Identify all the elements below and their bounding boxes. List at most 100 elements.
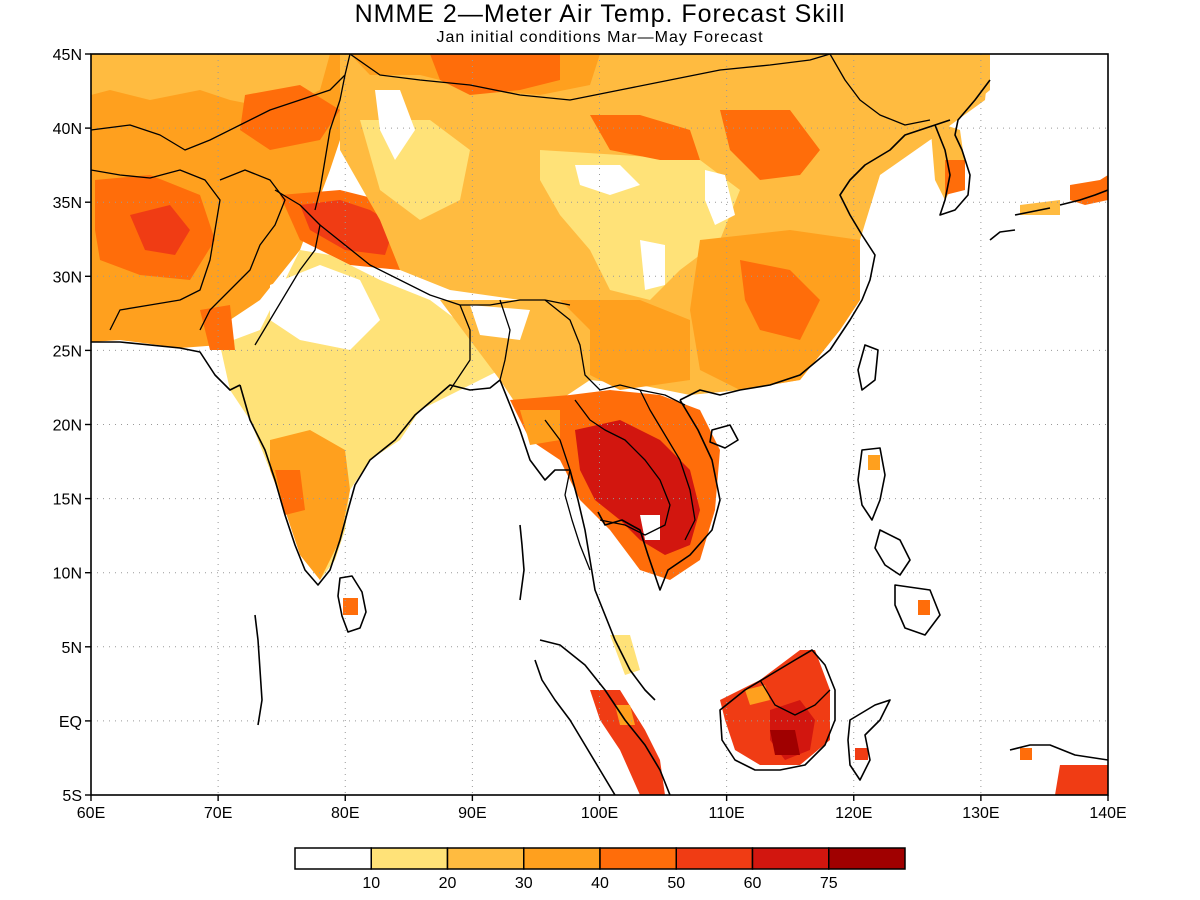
coastline-china	[679, 119, 951, 401]
region-india-white	[270, 265, 380, 350]
colorbar-label: 20	[439, 875, 457, 892]
lat-tick-label: 45N	[53, 47, 82, 64]
border-thai-laos	[574, 399, 671, 536]
region-manchuria	[820, 54, 990, 140]
coastline-maldives	[254, 614, 263, 726]
coastline-newguinea	[1009, 744, 1108, 761]
lat-tick-label: 15N	[53, 492, 82, 509]
coastline-sulawesi	[847, 699, 891, 781]
region-srilanka-hot	[343, 598, 358, 615]
region-sumatra	[590, 690, 665, 795]
lon-tick-label: 130E	[962, 805, 999, 822]
border-burma-thai	[544, 419, 591, 571]
coastline-sumatra	[534, 639, 671, 795]
colorbar-swatch	[523, 847, 601, 870]
colorbar-swatch	[294, 847, 372, 870]
latitude-ticks: 45N 40N 35N 30N 25N 20N 15N 10N 5N EQ 5S	[53, 47, 91, 805]
region-india-south	[270, 430, 350, 580]
coastline-andaman	[519, 524, 525, 601]
lon-tick-label: 120E	[835, 805, 872, 822]
colorbar-swatch	[751, 847, 830, 870]
region-gujarat-hot	[200, 305, 235, 350]
region-newguinea	[1055, 765, 1108, 795]
coastline-arabia-pakistan	[91, 341, 241, 391]
coastlines	[91, 79, 1108, 795]
colorbar-label: 40	[591, 875, 609, 892]
coastline-taiwan	[857, 344, 879, 391]
region-korea-hot	[945, 160, 965, 195]
region-newguinea-light	[1020, 748, 1032, 760]
lat-tick-label: 5S	[62, 788, 82, 805]
border-pak-india	[254, 189, 321, 346]
border-china-ne	[829, 54, 931, 126]
lon-tick-label: 140E	[1089, 805, 1126, 822]
border-burma-china	[544, 299, 686, 406]
region-white-1	[375, 90, 415, 160]
lat-tick-label: 40N	[53, 121, 82, 138]
lon-tick-label: 80E	[331, 805, 359, 822]
lat-tick-label: 30N	[53, 269, 82, 286]
border-himalaya	[319, 224, 571, 306]
coastline-japan	[989, 189, 1108, 241]
lat-tick-label: 35N	[53, 195, 82, 212]
border-vietnam-laos	[639, 389, 696, 541]
lat-tick-label: 25N	[53, 343, 82, 360]
region-china-east-hot	[740, 260, 820, 340]
border-afghan-pak	[199, 169, 286, 331]
region-china-north-hot	[590, 115, 700, 160]
region-china-sw	[560, 300, 690, 390]
border-iran-afghan	[91, 169, 221, 331]
coastline-visayas	[874, 529, 911, 576]
region-kyrgyz-hot	[240, 85, 340, 150]
region-borneo-deep	[770, 730, 800, 755]
coastline-indochina-east	[597, 399, 721, 591]
coastline-mindanao	[894, 584, 941, 636]
coastline-india	[239, 379, 501, 586]
border-china-mongolia	[349, 54, 831, 101]
map-title: NMME 2—Meter Air Temp. Forecast Skill	[354, 0, 846, 28]
region-sulawesi	[855, 748, 868, 760]
region-indochina-core	[575, 420, 700, 555]
coastline-burma-malaya	[499, 379, 656, 701]
colorbar-swatch	[370, 847, 449, 870]
colorbar-label: 50	[667, 875, 685, 892]
lat-tick-label: 10N	[53, 566, 82, 583]
map-subtitle: Jan initial conditions Mar—May Forecast	[436, 29, 764, 46]
coastline-hainan	[709, 424, 739, 449]
coastline-luzon	[857, 447, 886, 521]
region-malay-light	[610, 635, 640, 675]
colorbar-swatch	[446, 847, 525, 870]
lon-tick-label: 100E	[581, 805, 618, 822]
coastline-borneo	[719, 649, 836, 771]
region-iran-core	[130, 205, 190, 255]
skill-field	[91, 54, 1108, 795]
region-philippines-light	[868, 455, 880, 470]
longitude-ticks: 60E 70E 80E 90E 100E 110E 120E 130E 140E	[77, 795, 1127, 822]
region-indochina-white	[640, 515, 660, 540]
region-indochina-light	[520, 410, 560, 445]
border-bangladesh-burma	[449, 299, 511, 391]
region-white-3	[705, 170, 735, 225]
lat-tick-label: EQ	[59, 714, 82, 731]
colorbar-swatch	[828, 847, 906, 870]
colorbar-label: 75	[820, 875, 838, 892]
colorbar: 10 20 30 40 50 60 75	[294, 847, 906, 892]
region-mindanao	[918, 600, 930, 615]
border-central-asia	[91, 54, 351, 151]
border-borneo	[759, 679, 831, 716]
coastline-korea	[934, 79, 991, 216]
lat-tick-label: 20N	[53, 418, 82, 435]
lon-tick-label: 70E	[204, 805, 232, 822]
colorbar-label: 60	[744, 875, 762, 892]
region-kashmir-core	[300, 200, 395, 255]
colorbar-label: 30	[515, 875, 533, 892]
region-white-2	[575, 165, 640, 195]
colorbar-label: 10	[362, 875, 380, 892]
colorbar-swatch	[675, 847, 754, 870]
region-borneo-orange	[745, 685, 770, 705]
border-china-west	[314, 74, 346, 211]
lat-tick-label: 5N	[62, 640, 82, 657]
colorbar-swatch	[599, 847, 677, 870]
coastline-srilanka	[337, 575, 367, 633]
